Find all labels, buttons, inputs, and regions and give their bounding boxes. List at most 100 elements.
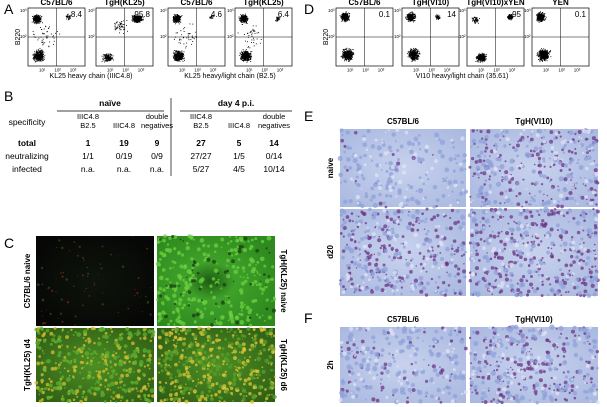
- dot: [139, 21, 140, 22]
- dot: [244, 17, 245, 18]
- dot: [414, 51, 415, 52]
- dot: [184, 27, 185, 28]
- dot: [176, 57, 177, 58]
- dot: [414, 20, 415, 21]
- dot: [547, 60, 548, 61]
- dot: [349, 57, 350, 58]
- dot: [176, 56, 177, 57]
- dot: [478, 23, 479, 24]
- dot: [115, 24, 116, 25]
- dot: [115, 26, 116, 27]
- dot: [46, 36, 47, 37]
- dot: [36, 59, 37, 60]
- dot: [177, 51, 178, 52]
- dot: [34, 54, 35, 55]
- dot: [547, 50, 548, 51]
- dot: [243, 17, 244, 18]
- dot: [179, 58, 180, 59]
- dot: [132, 17, 133, 18]
- dot: [191, 44, 192, 45]
- dot: [239, 18, 240, 19]
- dot: [33, 31, 34, 32]
- dot: [131, 20, 132, 21]
- y-tick-label: 10²: [88, 34, 95, 39]
- dot: [417, 59, 418, 60]
- dot: [478, 55, 479, 56]
- dot: [347, 18, 348, 19]
- dot: [349, 58, 350, 59]
- dot: [133, 21, 134, 22]
- dot: [477, 19, 478, 20]
- dot: [175, 53, 176, 54]
- dot: [174, 19, 175, 20]
- dot: [248, 37, 249, 38]
- dot: [342, 51, 343, 52]
- dot: [246, 59, 247, 60]
- dot: [406, 17, 407, 18]
- dot: [174, 22, 175, 23]
- dot: [476, 57, 477, 58]
- dot: [247, 18, 248, 19]
- dot: [43, 60, 44, 61]
- dot: [346, 60, 347, 61]
- dot: [179, 42, 180, 43]
- dot: [55, 33, 56, 34]
- dot: [32, 54, 33, 55]
- dot: [180, 30, 181, 31]
- dot: [346, 59, 347, 60]
- dot: [348, 59, 349, 60]
- dot: [32, 22, 33, 23]
- dot: [180, 58, 181, 59]
- dot: [545, 49, 546, 50]
- dot: [179, 39, 180, 40]
- dot: [347, 52, 348, 53]
- dot: [132, 16, 133, 17]
- dot: [412, 55, 413, 56]
- dot: [346, 53, 347, 54]
- dot: [59, 34, 60, 35]
- dot: [410, 14, 411, 15]
- dot: [247, 56, 248, 57]
- dot: [176, 53, 177, 54]
- dot: [124, 24, 125, 25]
- dot: [183, 43, 184, 44]
- dot: [36, 17, 37, 18]
- panel-label: F: [304, 310, 313, 326]
- dot: [106, 54, 107, 55]
- dot: [110, 58, 111, 59]
- dot: [186, 43, 187, 44]
- dot: [37, 53, 38, 54]
- dot: [126, 20, 127, 21]
- dot: [113, 55, 114, 56]
- dot: [112, 58, 113, 59]
- dot: [477, 17, 478, 18]
- dot: [134, 22, 135, 23]
- dot: [177, 20, 178, 21]
- dot: [415, 52, 416, 53]
- dot: [242, 57, 243, 58]
- dot: [51, 34, 52, 35]
- dot: [435, 15, 436, 16]
- dot: [121, 26, 122, 27]
- dot: [349, 59, 350, 60]
- dot: [110, 54, 111, 55]
- dot: [34, 57, 35, 58]
- dot: [549, 51, 550, 52]
- dot: [54, 41, 55, 42]
- dot: [251, 39, 252, 40]
- dot: [480, 54, 481, 55]
- dot: [66, 17, 67, 18]
- dot: [476, 21, 477, 22]
- dot: [351, 56, 352, 57]
- dot: [244, 18, 245, 19]
- dot: [346, 55, 347, 56]
- x-tick-label: 10³: [509, 68, 516, 73]
- dot: [253, 25, 254, 26]
- dot: [244, 22, 245, 23]
- dot: [541, 48, 542, 49]
- dot: [36, 22, 37, 23]
- dot: [116, 27, 117, 28]
- dot: [350, 51, 351, 52]
- dot: [345, 18, 346, 19]
- dot: [414, 49, 415, 50]
